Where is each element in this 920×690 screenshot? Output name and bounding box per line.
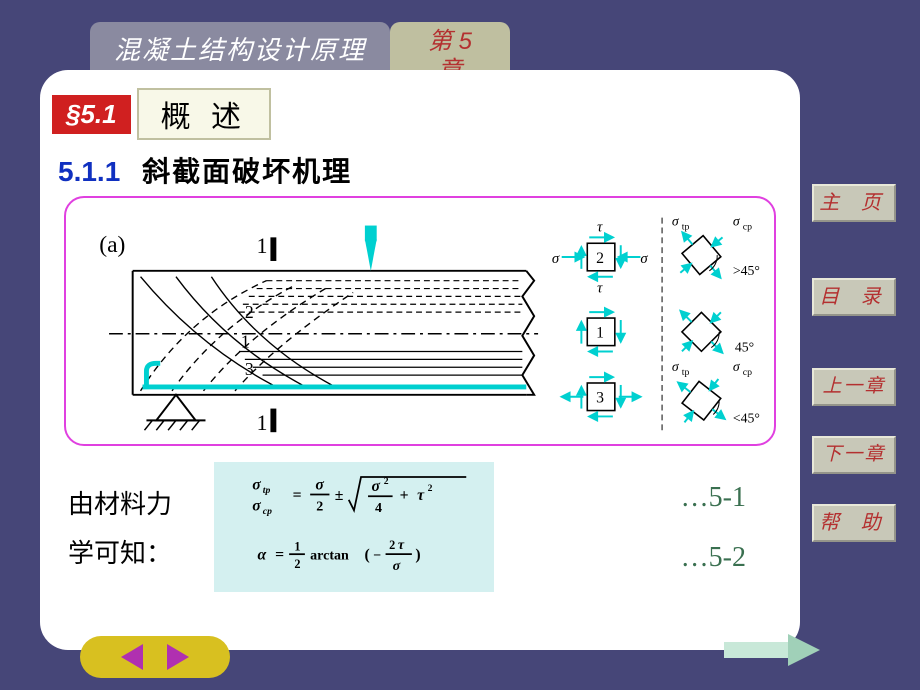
svg-text:2: 2 (245, 302, 254, 322)
section-header: §5.1 概 述 (52, 88, 271, 140)
svg-text:=: = (293, 487, 302, 504)
svg-text:−: − (373, 547, 381, 563)
nav-prev-next-pill[interactable] (80, 636, 230, 678)
svg-text:σ: σ (372, 478, 381, 495)
stress-element-1: 1 (577, 308, 624, 355)
svg-text:σ: σ (393, 558, 401, 574)
subsection-number: 5.1.1 (58, 156, 120, 187)
svg-text:σ: σ (252, 497, 261, 514)
svg-text:σ: σ (315, 476, 324, 493)
svg-text:σ: σ (672, 359, 680, 374)
nav-next-chapter-button[interactable]: 下一章 (812, 436, 896, 474)
section-title: 概 述 (137, 88, 271, 140)
svg-text:45°: 45° (735, 340, 754, 355)
nav-help-button[interactable]: 帮 助 (812, 504, 896, 542)
svg-text:σ: σ (252, 476, 261, 493)
svg-text:1: 1 (596, 325, 604, 342)
svg-text:<45°: <45° (733, 410, 760, 425)
svg-text:1: 1 (294, 540, 300, 554)
svg-text:arctan: arctan (310, 547, 349, 563)
principal-element-gt45: σ tp σ cp >45° (661, 214, 760, 296)
svg-text:τ: τ (597, 219, 603, 235)
figure-diagram: (a) (64, 196, 776, 446)
main-tab: 混凝土结构设计原理 (90, 22, 390, 77)
content-panel: §5.1 概 述 5.1.1 斜截面破坏机理 (a) (40, 70, 800, 650)
svg-text:σ: σ (640, 251, 648, 267)
figure-label: (a) (99, 232, 125, 258)
svg-text:1: 1 (257, 411, 268, 435)
svg-text:τ: τ (417, 487, 425, 504)
svg-text:τ: τ (597, 280, 603, 296)
svg-text:2: 2 (428, 483, 433, 494)
arrow-right-icon[interactable] (167, 644, 189, 670)
svg-text:3: 3 (596, 390, 604, 407)
equation-box: σ tp σ cp = σ 2 ± σ 2 4 (214, 462, 494, 592)
subsection-title: 斜截面破坏机理 (142, 156, 352, 187)
svg-text:cp: cp (263, 506, 272, 517)
svg-text:1: 1 (257, 234, 268, 258)
stress-element-3: 3 (562, 373, 641, 420)
svg-text:α: α (258, 546, 267, 563)
svg-text:2: 2 (384, 476, 389, 487)
svg-text:cp: cp (743, 367, 752, 378)
svg-text:=: = (275, 546, 284, 563)
svg-text:3: 3 (245, 359, 254, 379)
nav-toc-button[interactable]: 目 录 (812, 278, 896, 316)
nav-prev-chapter-button[interactable]: 上一章 (812, 368, 896, 406)
svg-text:tp: tp (682, 221, 690, 232)
arrow-left-icon[interactable] (121, 644, 143, 670)
svg-text:tp: tp (263, 485, 271, 496)
svg-text:cp: cp (743, 221, 752, 232)
svg-text:1: 1 (241, 332, 250, 352)
nav-forward-arrow[interactable] (724, 634, 820, 666)
equation-intro-text: 由材料力 学可知： (68, 480, 198, 579)
svg-text:2: 2 (596, 250, 604, 267)
principal-element-lt45: σ tp σ cp <45° (661, 359, 760, 440)
svg-text:>45°: >45° (733, 263, 760, 278)
svg-text:2: 2 (389, 538, 395, 552)
svg-text:+: + (400, 487, 409, 504)
equation-ref-1: …5-1 (681, 482, 746, 514)
svg-text:2: 2 (294, 557, 300, 571)
nav-home-button[interactable]: 主 页 (812, 184, 896, 222)
equation-row: 由材料力 学可知： σ tp σ cp = σ 2 ± (64, 462, 776, 612)
svg-text:σ: σ (672, 214, 680, 229)
svg-text:σ: σ (733, 214, 741, 229)
svg-text:): ) (415, 546, 420, 563)
svg-text:σ: σ (552, 251, 560, 267)
svg-text:4: 4 (375, 500, 382, 516)
equation-ref-2: …5-2 (681, 542, 746, 574)
svg-text:σ: σ (733, 359, 741, 374)
stress-element-2: 2 σ σ τ τ (552, 219, 649, 296)
svg-text:τ: τ (398, 537, 405, 553)
svg-text:tp: tp (682, 367, 690, 378)
svg-text:(: ( (365, 546, 370, 563)
svg-text:2: 2 (316, 498, 323, 514)
subsection-heading: 5.1.1 斜截面破坏机理 (58, 150, 352, 190)
svg-text:±: ± (335, 487, 344, 504)
section-number-badge: §5.1 (52, 95, 131, 134)
